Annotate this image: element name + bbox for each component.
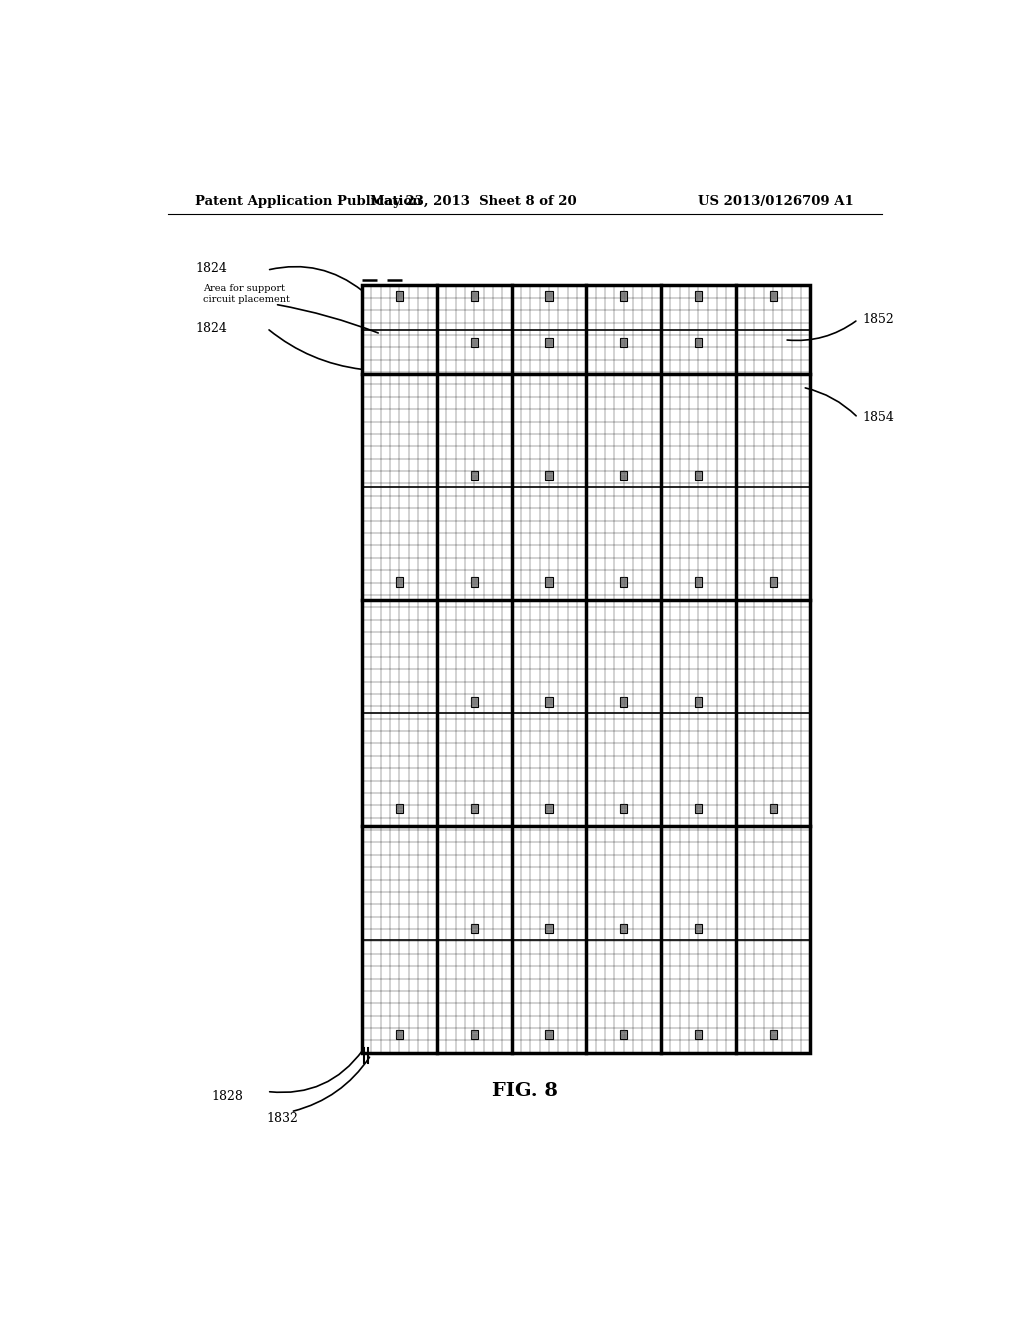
Text: FIG. 8: FIG. 8 bbox=[492, 1082, 558, 1101]
Bar bbox=[471, 338, 478, 347]
Bar bbox=[695, 338, 702, 347]
Bar bbox=[621, 338, 628, 347]
Text: May 23, 2013  Sheet 8 of 20: May 23, 2013 Sheet 8 of 20 bbox=[370, 194, 577, 207]
Bar bbox=[770, 804, 776, 813]
Bar bbox=[396, 804, 403, 813]
Text: Patent Application Publication: Patent Application Publication bbox=[196, 194, 422, 207]
Bar bbox=[471, 697, 478, 706]
Bar bbox=[396, 292, 403, 301]
Bar bbox=[621, 292, 628, 301]
Bar bbox=[396, 1030, 403, 1039]
Text: Area for support
circuit placement: Area for support circuit placement bbox=[204, 284, 290, 305]
Bar bbox=[770, 292, 776, 301]
Bar bbox=[362, 285, 810, 1053]
Bar bbox=[695, 1030, 702, 1039]
Bar bbox=[471, 471, 478, 480]
Bar bbox=[471, 924, 478, 933]
Text: 1832: 1832 bbox=[267, 1113, 299, 1126]
Bar bbox=[621, 924, 628, 933]
Bar bbox=[471, 577, 478, 586]
Text: 1828: 1828 bbox=[211, 1090, 244, 1104]
Bar bbox=[695, 471, 702, 480]
Text: 1854: 1854 bbox=[862, 412, 894, 424]
Bar bbox=[621, 577, 628, 586]
Bar bbox=[621, 804, 628, 813]
Bar bbox=[471, 1030, 478, 1039]
Bar bbox=[695, 804, 702, 813]
Bar bbox=[621, 471, 628, 480]
Bar bbox=[695, 292, 702, 301]
Bar bbox=[546, 1030, 553, 1039]
Bar bbox=[396, 577, 403, 586]
Bar bbox=[546, 697, 553, 706]
Bar bbox=[695, 924, 702, 933]
Bar bbox=[546, 577, 553, 586]
Bar bbox=[695, 577, 702, 586]
Text: 1824: 1824 bbox=[196, 322, 227, 335]
Bar bbox=[546, 292, 553, 301]
Bar bbox=[695, 697, 702, 706]
Bar bbox=[546, 471, 553, 480]
Bar bbox=[770, 1030, 776, 1039]
Bar bbox=[770, 577, 776, 586]
Bar bbox=[546, 338, 553, 347]
Bar bbox=[471, 292, 478, 301]
Text: 1824: 1824 bbox=[196, 261, 227, 275]
Bar bbox=[546, 924, 553, 933]
Bar bbox=[621, 697, 628, 706]
Bar bbox=[546, 804, 553, 813]
Bar bbox=[621, 1030, 628, 1039]
Text: US 2013/0126709 A1: US 2013/0126709 A1 bbox=[698, 194, 854, 207]
Text: 1852: 1852 bbox=[862, 313, 894, 326]
Bar bbox=[471, 804, 478, 813]
